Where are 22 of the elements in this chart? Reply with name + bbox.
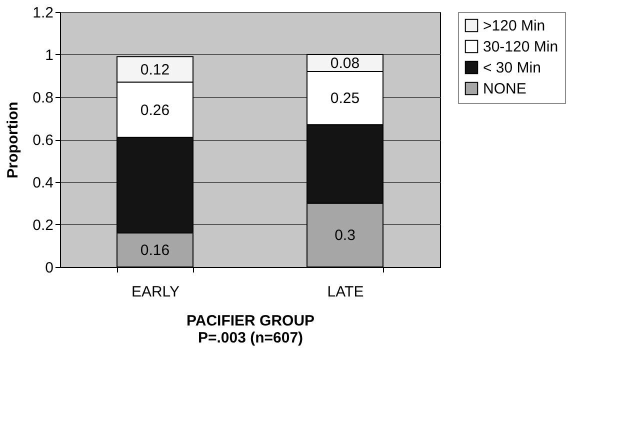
y-axis-title: Proportion (4, 102, 22, 178)
data-label: 0.08 (330, 55, 360, 72)
data-label: 0.12 (140, 61, 170, 78)
y-tick-label: 0.6 (32, 132, 54, 149)
data-label: 0.16 (140, 242, 170, 259)
y-tick-label: 0.4 (32, 174, 54, 192)
text: P=.003 (n=607) (198, 330, 304, 346)
x-tick-label: LATE (327, 284, 364, 300)
y-tick-label: 0 (45, 260, 54, 276)
data-label: 0.3 (334, 227, 356, 244)
y-tick-label: 0.2 (32, 217, 54, 234)
y-tick-label: 1 (45, 47, 54, 64)
x-tick-label: EARLY (131, 284, 180, 300)
data-label: 0.25 (330, 90, 360, 108)
legend-label: >120 Min (483, 18, 546, 34)
data-label: 0.26 (140, 102, 170, 119)
legend-label: < 30 Min (483, 60, 541, 76)
legend-label: 30-120 Min (483, 38, 558, 56)
legend-label: NONE (483, 80, 526, 98)
y-tick-label: 1.2 (32, 4, 54, 22)
y-tick-label: 0.8 (32, 90, 54, 106)
x-axis-title: PACIFIER GROUP (186, 312, 315, 330)
